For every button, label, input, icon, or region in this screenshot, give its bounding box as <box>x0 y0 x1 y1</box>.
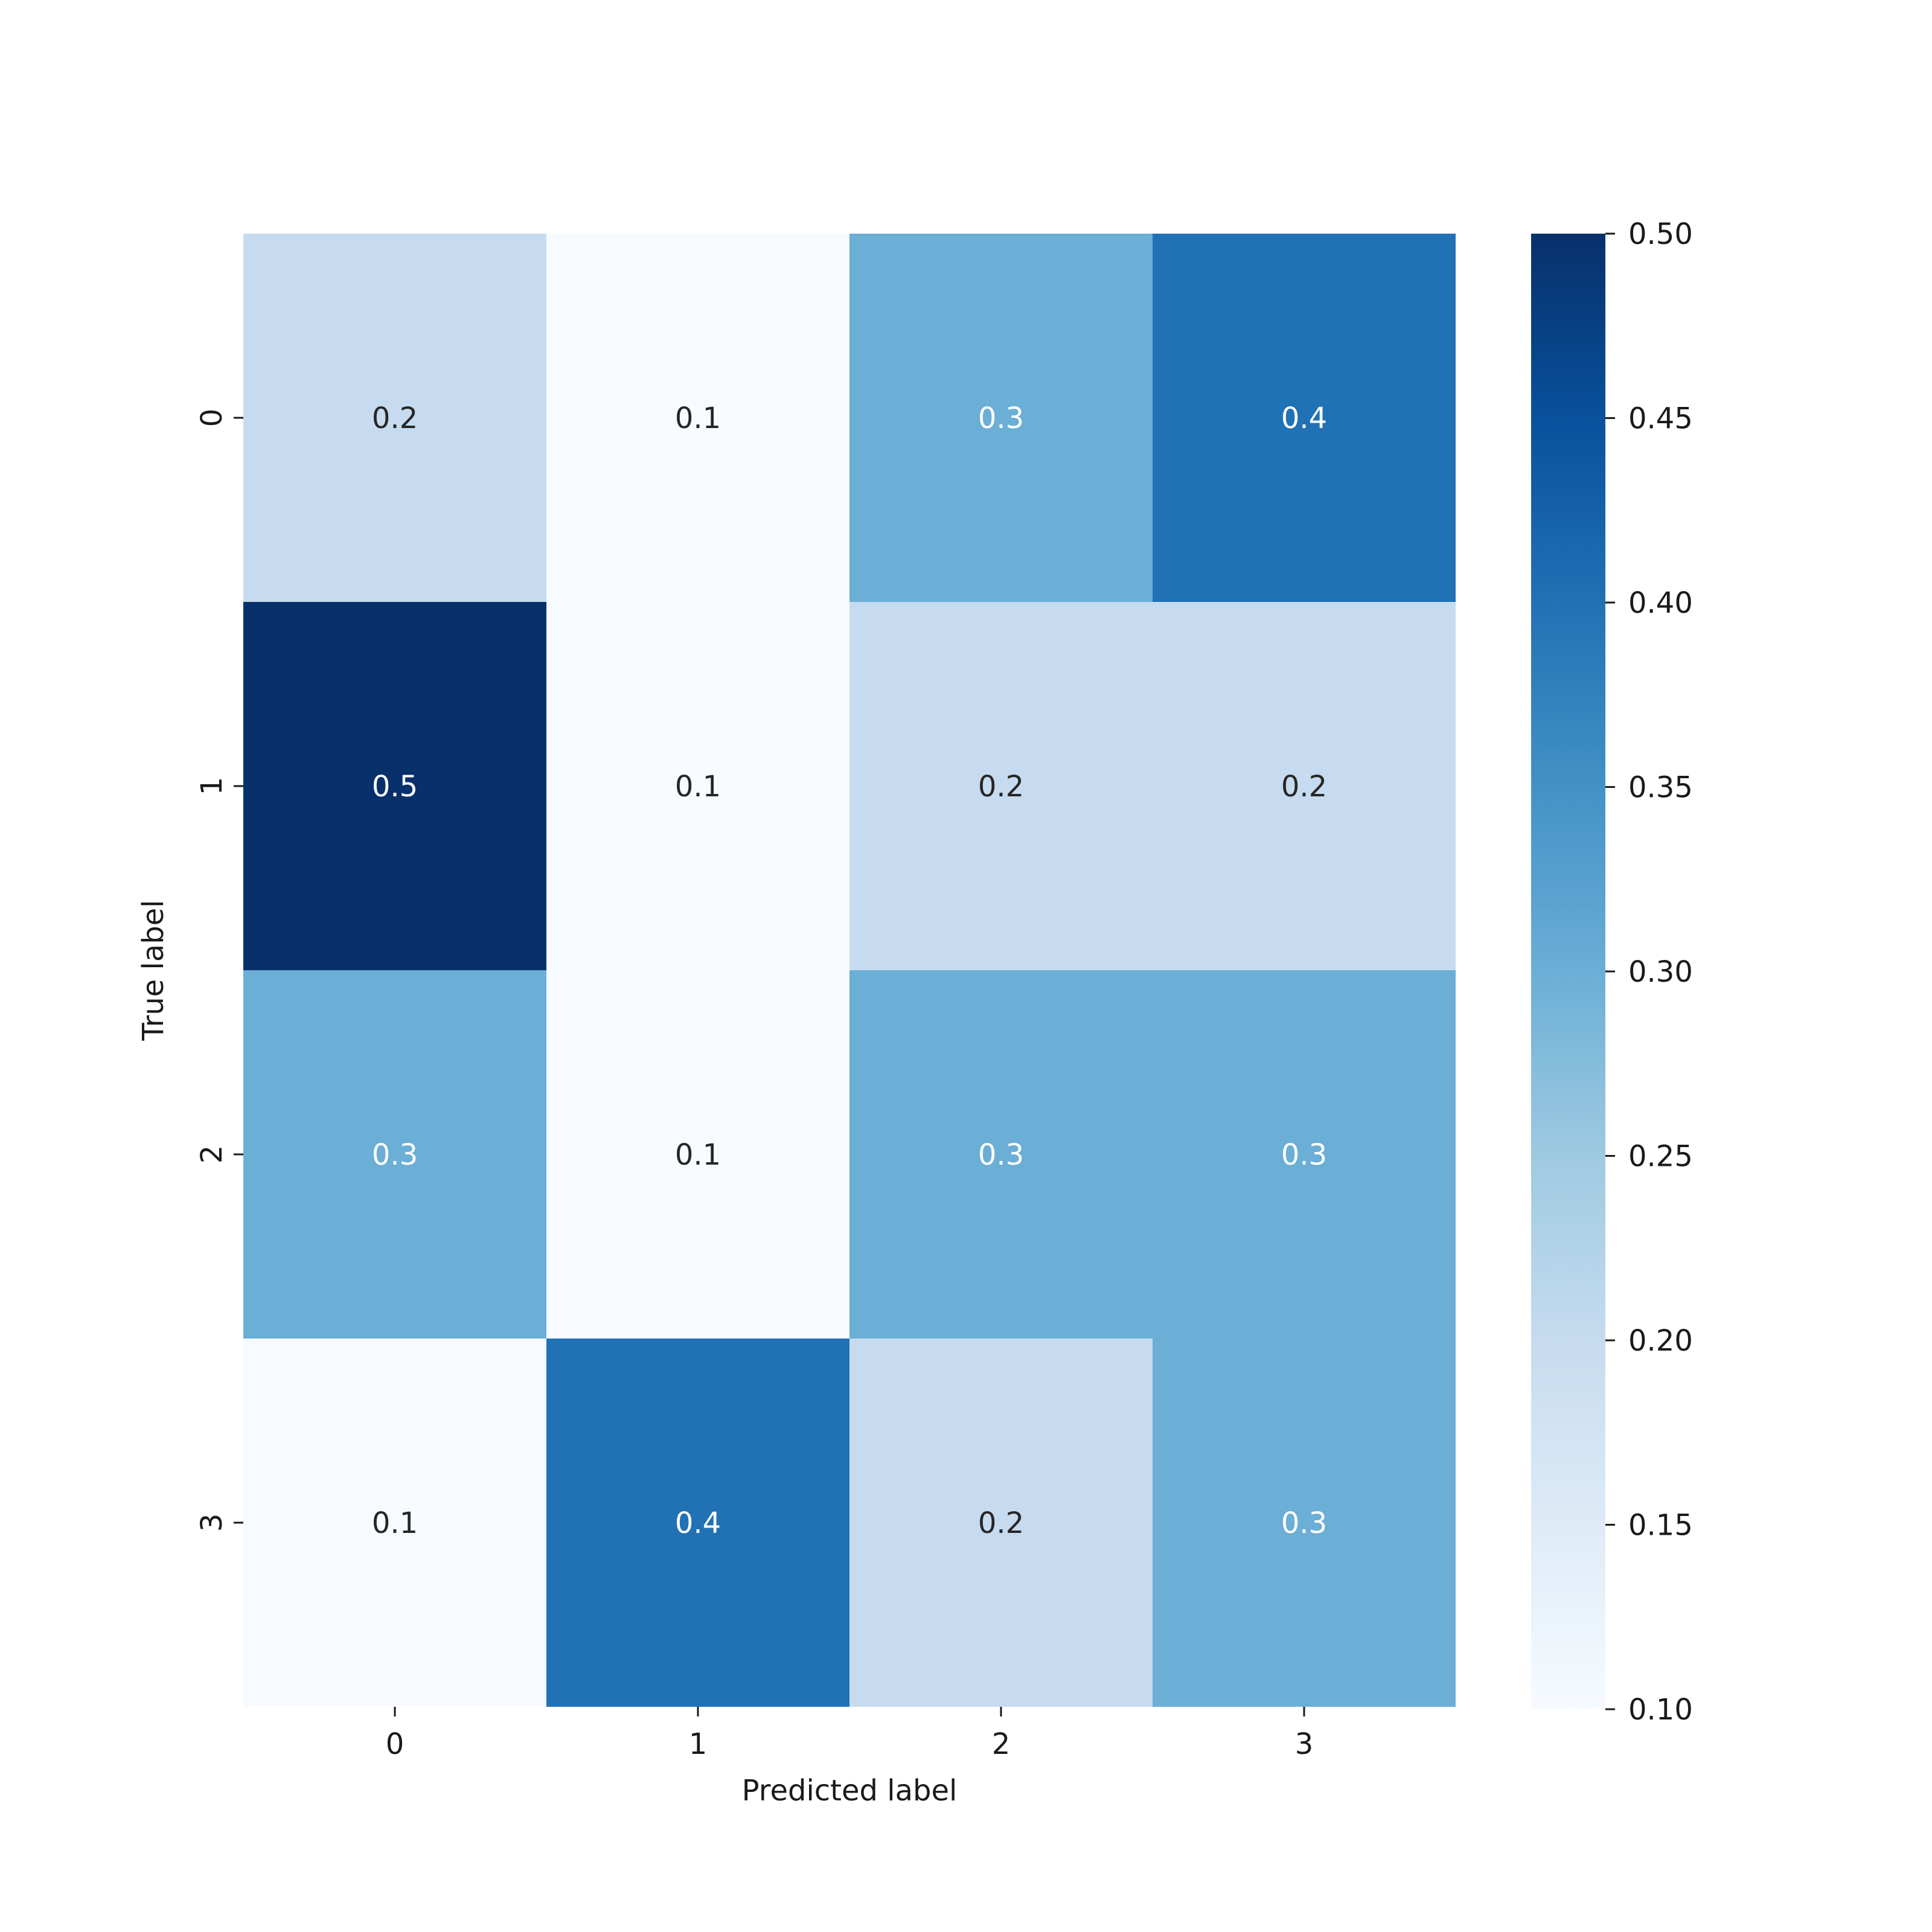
cell-label-r0-c2: 0.3 <box>978 401 1024 435</box>
heatmap-cells <box>243 234 1456 1707</box>
heatmap-cell-r3-c0 <box>243 1339 546 1707</box>
x-axis-label: Predicted label <box>742 1774 958 1808</box>
y-axis-label: True label <box>136 900 170 1041</box>
cell-label-r3-c1: 0.4 <box>675 1506 721 1540</box>
x-tick-label-1: 1 <box>689 1727 708 1761</box>
colorbar-tick-label-1: 0.15 <box>1628 1509 1693 1543</box>
cell-label-r2-c2: 0.3 <box>978 1138 1024 1172</box>
x-tick-label-3: 3 <box>1295 1727 1314 1761</box>
heatmap-cell-r3-c3 <box>1153 1339 1456 1707</box>
heatmap-cell-r2-c1 <box>546 970 849 1339</box>
cell-label-r1-c0: 0.5 <box>372 770 418 804</box>
heatmap-cell-r1-c0 <box>243 602 546 970</box>
cell-label-r2-c0: 0.3 <box>372 1138 418 1172</box>
cell-label-r3-c0: 0.1 <box>372 1506 418 1540</box>
heatmap-cell-r0-c1 <box>546 234 849 602</box>
heatmap-cell-r0-c2 <box>849 234 1153 602</box>
y-axis: 0 1 2 3 <box>195 409 243 1532</box>
heatmap-cell-r0-c0 <box>243 234 546 602</box>
colorbar-tick-label-8: 0.50 <box>1628 217 1693 251</box>
x-axis: 0 1 2 3 <box>386 1707 1314 1761</box>
colorbar-tick-label-7: 0.45 <box>1628 402 1693 436</box>
cell-label-r1-c3: 0.2 <box>1281 770 1327 804</box>
x-tick-label-0: 0 <box>386 1727 405 1761</box>
colorbar-tick-label-4: 0.30 <box>1628 955 1693 989</box>
heatmap-cell-r2-c2 <box>849 970 1153 1339</box>
heatmap-cell-r1-c3 <box>1153 602 1456 970</box>
heatmap-cell-r3-c2 <box>849 1339 1153 1707</box>
heatmap-cell-r1-c2 <box>849 602 1153 970</box>
heatmap-cell-r2-c0 <box>243 970 546 1339</box>
heatmap-cell-r3-c1 <box>546 1339 849 1707</box>
heatmap-cell-r2-c3 <box>1153 970 1456 1339</box>
colorbar-gradient-bar <box>1531 234 1605 1709</box>
y-tick-label-3: 3 <box>195 1514 229 1532</box>
y-tick-label-2: 2 <box>195 1145 229 1164</box>
cell-label-r2-c3: 0.3 <box>1281 1138 1327 1172</box>
y-tick-label-1: 1 <box>195 777 229 796</box>
y-tick-label-0: 0 <box>195 409 229 427</box>
heatmap-cell-r1-c1 <box>546 602 849 970</box>
cell-label-r0-c3: 0.4 <box>1281 401 1327 435</box>
cell-label-r2-c1: 0.1 <box>675 1138 721 1172</box>
cell-label-r0-c0: 0.2 <box>372 401 418 435</box>
cell-label-r3-c2: 0.2 <box>978 1506 1024 1540</box>
colorbar-tick-label-6: 0.40 <box>1628 586 1693 620</box>
colorbar-tick-label-5: 0.35 <box>1628 771 1693 805</box>
cell-label-r1-c2: 0.2 <box>978 770 1024 804</box>
colorbar-tick-label-3: 0.25 <box>1628 1140 1693 1174</box>
colorbar-tick-label-2: 0.20 <box>1628 1324 1693 1358</box>
heatmap-cell-labels: 0.2 0.1 0.3 0.4 0.5 0.1 0.2 0.2 0.3 0.1 0.3 0.3 0.1 0… <box>372 401 1327 1540</box>
heatmap-cell-r0-c3 <box>1153 234 1456 602</box>
cell-label-r3-c3: 0.3 <box>1281 1506 1327 1540</box>
cell-label-r0-c1: 0.1 <box>675 401 721 435</box>
colorbar-tick-label-0: 0.10 <box>1628 1693 1693 1727</box>
colorbar: 0.10 0.15 0.20 0.25 0.30 0.35 0.40 0.45 0.50 <box>1531 217 1693 1727</box>
cell-label-r1-c1: 0.1 <box>675 770 721 804</box>
x-tick-label-2: 2 <box>992 1727 1011 1761</box>
